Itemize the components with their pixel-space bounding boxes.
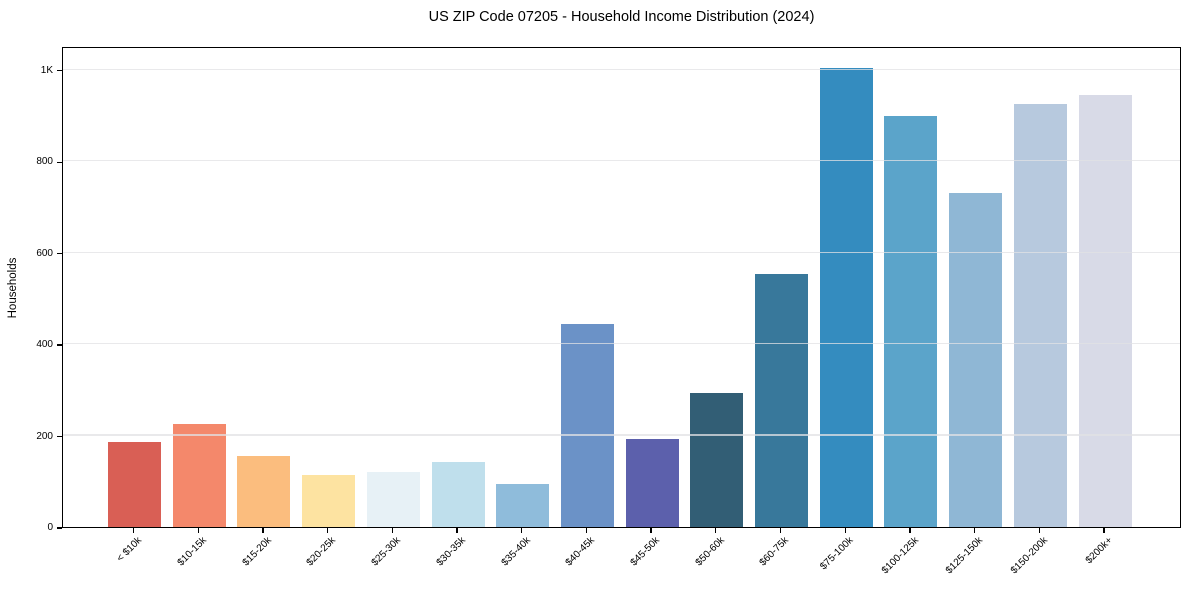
x-tick-label-$15-20k: $15-20k <box>240 535 274 569</box>
x-tick-$15-20k <box>262 528 264 533</box>
x-tick-$125-150k <box>973 528 976 533</box>
x-tick-$150-200k <box>1038 528 1040 533</box>
x-tick-$75-100k <box>844 528 846 533</box>
x-tick-label-$30-35k: $30-35k <box>434 535 468 569</box>
y-tick-label-600: 600 <box>36 247 53 259</box>
bar-$30-35k <box>431 462 485 527</box>
y-tick-800 <box>56 161 62 163</box>
bar-$125-150k <box>949 193 1003 527</box>
gridline-800 <box>63 160 1180 162</box>
y-tick-label-800: 800 <box>36 156 53 168</box>
x-tick-label-$100-125k: $100-125k <box>879 535 921 577</box>
y-tick-label-200: 200 <box>36 430 53 442</box>
y-axis-label: Households <box>7 257 19 319</box>
x-tick-$45-50k <box>650 528 652 533</box>
y-tick-label-0: 0 <box>47 522 53 533</box>
x-tick-label-$75-100k: $75-100k <box>818 535 856 573</box>
x-tick-$10-15k <box>197 528 199 533</box>
x-tick-label-$35-40k: $35-40k <box>499 535 533 569</box>
gridline-1000 <box>63 68 1180 70</box>
x-tick-label-$20-25k: $20-25k <box>305 535 339 569</box>
bar-$25-30k <box>366 472 420 527</box>
x-tick-$60-75k <box>779 528 782 533</box>
bar-$10-15k <box>172 424 226 527</box>
y-tick-400 <box>56 344 62 346</box>
x-tick-label-$150-200k: $150-200k <box>1008 535 1051 577</box>
bar-$20-25k <box>302 475 356 527</box>
x-tick-< $10k <box>132 528 135 533</box>
x-tick-label-$45-50k: $45-50k <box>628 535 662 569</box>
x-tick-$100-125k <box>909 528 911 533</box>
x-tick-label-$125-150k: $125-150k <box>944 535 986 577</box>
x-tick-$40-45k <box>585 528 588 533</box>
x-tick-$50-60k <box>715 528 717 533</box>
x-tick-$200k+ <box>1103 528 1105 533</box>
y-tick-0 <box>56 527 62 529</box>
bar-$45-50k <box>625 438 679 527</box>
x-tick-label-$50-60k: $50-60k <box>693 535 727 569</box>
gridline-200 <box>63 434 1180 436</box>
x-tick-label-$60-75k: $60-75k <box>757 535 792 569</box>
x-tick-$30-35k <box>456 528 458 533</box>
chart-title: US ZIP Code 07205 - Household Income Dis… <box>428 9 815 25</box>
bar-$35-40k <box>496 483 550 527</box>
x-tick-$35-40k <box>521 528 523 533</box>
y-tick-1000 <box>56 70 62 72</box>
gridline-400 <box>63 342 1180 345</box>
y-tick-label-400: 400 <box>36 339 53 351</box>
x-tick-$25-30k <box>391 528 393 533</box>
plot-area <box>62 47 1181 528</box>
x-tick-label-$40-45k: $40-45k <box>563 535 598 569</box>
gridline-600 <box>63 251 1180 253</box>
y-tick-200 <box>56 435 62 438</box>
x-tick-$20-25k <box>326 528 329 533</box>
bar-$40-45k <box>560 323 614 527</box>
x-tick-label-$200k+: $200k+ <box>1083 535 1115 567</box>
bar-< $10k <box>108 442 161 527</box>
x-tick-label-$25-30k: $25-30k <box>369 535 404 569</box>
bar-$15-20k <box>237 456 291 527</box>
y-tick-600 <box>56 253 62 255</box>
bar-$50-60k <box>690 393 744 527</box>
bar-$100-125k <box>884 115 938 527</box>
bar-$200k+ <box>1078 94 1132 527</box>
x-tick-label-$10-15k: $10-15k <box>175 535 209 569</box>
y-tick-label-1K: 1K <box>40 64 53 76</box>
bar-$150-200k <box>1013 104 1067 527</box>
bar-$60-75k <box>755 274 808 527</box>
bar-$75-100k <box>819 67 873 527</box>
x-tick-label-< $10k: < $10k <box>115 535 145 565</box>
